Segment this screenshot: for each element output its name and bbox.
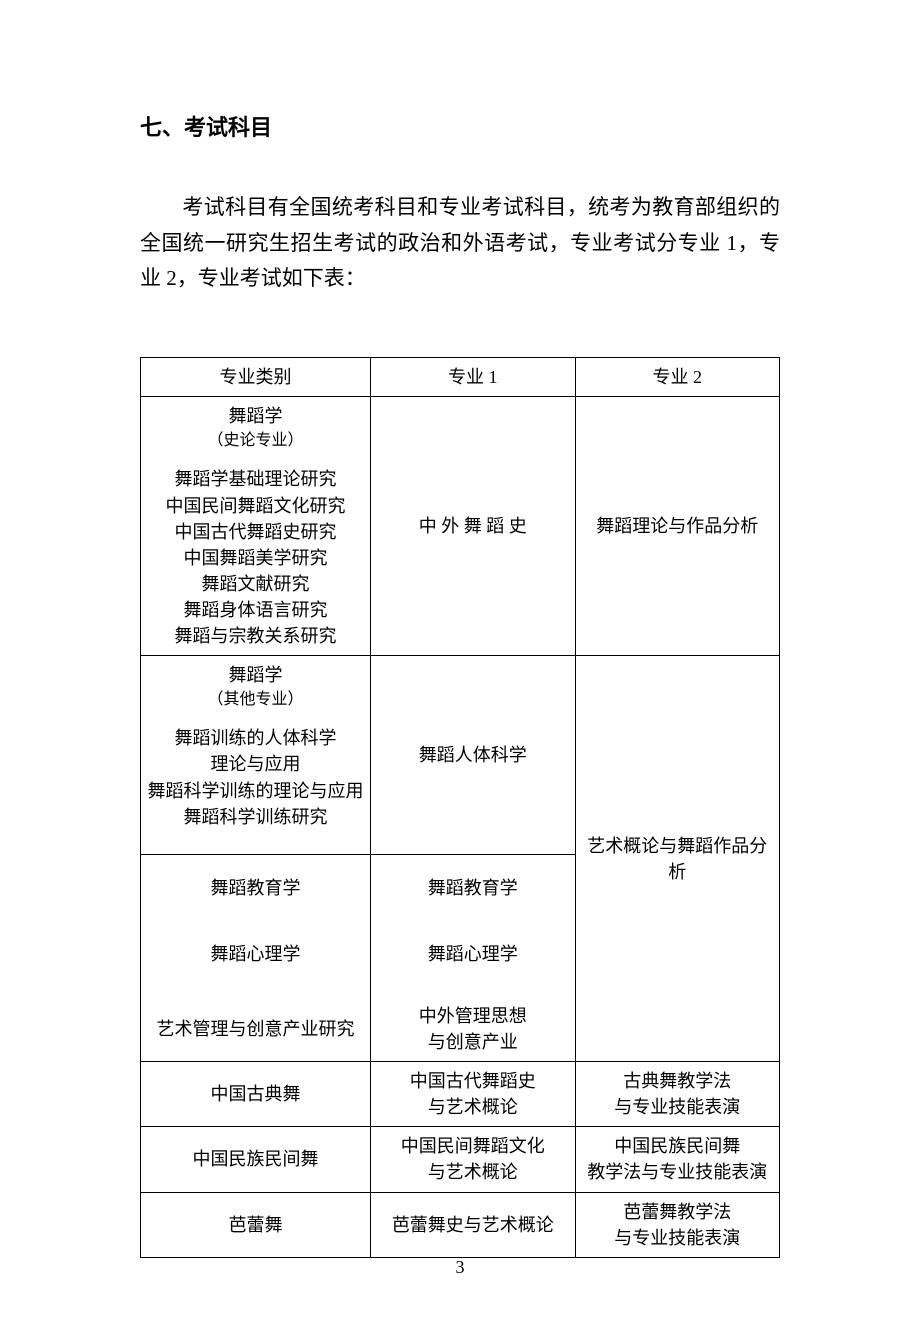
table-header-row: 专业类别 专业 1 专业 2 bbox=[141, 358, 780, 397]
cat-line: 舞蹈科学训练的理论与应用 bbox=[145, 778, 366, 804]
paragraph-text: 考试科目有全国统考科目和专业考试科目，统考为教育部组织的全国统一研究生招生考试的… bbox=[140, 195, 780, 290]
major2-line: 芭蕾舞教学法 bbox=[623, 1202, 731, 1222]
cat-line: 舞蹈训练的人体科学 bbox=[145, 725, 366, 751]
major1-line: 中国古代舞蹈史 bbox=[410, 1071, 536, 1091]
cat-line: 中国古代舞蹈史研究 bbox=[145, 519, 366, 545]
cell-major1: 舞蹈人体科学 bbox=[371, 656, 575, 855]
table-row: 芭蕾舞 芭蕾舞史与艺术概论 芭蕾舞教学法 与专业技能表演 bbox=[141, 1192, 780, 1257]
header-major2: 专业 2 bbox=[575, 358, 780, 397]
header-category: 专业类别 bbox=[141, 358, 371, 397]
page-number: 3 bbox=[0, 1257, 920, 1278]
major1-line: 中外管理思想 bbox=[419, 1006, 527, 1026]
cat-line: 舞蹈文献研究 bbox=[145, 571, 366, 597]
cat-line: 舞蹈身体语言研究 bbox=[145, 597, 366, 623]
major2-line: 与专业技能表演 bbox=[614, 1097, 740, 1117]
table-row: 舞蹈学 （其他专业） 舞蹈训练的人体科学 理论与应用 舞蹈科学训练的理论与应用 … bbox=[141, 656, 780, 855]
intro-paragraph: 考试科目有全国统考科目和专业考试科目，统考为教育部组织的全国统一研究生招生考试的… bbox=[140, 190, 780, 297]
cell-major2: 舞蹈理论与作品分析 bbox=[575, 397, 780, 656]
cell-major1: 中国古代舞蹈史 与艺术概论 bbox=[371, 1062, 575, 1127]
cell-category: 舞蹈学 （史论专业） 舞蹈学基础理论研究 中国民间舞蹈文化研究 中国古代舞蹈史研… bbox=[141, 397, 371, 656]
cell-major2-merged: 艺术概论与舞蹈作品分析 bbox=[575, 656, 780, 1062]
major2-line: 古典舞教学法 bbox=[623, 1071, 731, 1091]
cell-category: 舞蹈学 （其他专业） 舞蹈训练的人体科学 理论与应用 舞蹈科学训练的理论与应用 … bbox=[141, 656, 371, 855]
cell-major1: 舞蹈教育学 bbox=[371, 854, 575, 921]
cell-major2: 中国民族民间舞 教学法与专业技能表演 bbox=[575, 1127, 780, 1192]
major1-line: 中国民间舞蹈文化 bbox=[401, 1136, 545, 1156]
major1-line: 与艺术概论 bbox=[428, 1162, 518, 1182]
cell-major2: 芭蕾舞教学法 与专业技能表演 bbox=[575, 1192, 780, 1257]
cell-category: 艺术管理与创意产业研究 bbox=[141, 997, 371, 1062]
cell-category: 舞蹈教育学 bbox=[141, 854, 371, 921]
cat-line: 舞蹈科学训练研究 bbox=[145, 804, 366, 830]
table-row: 中国民族民间舞 中国民间舞蹈文化 与艺术概论 中国民族民间舞 教学法与专业技能表… bbox=[141, 1127, 780, 1192]
cat-line: 中国舞蹈美学研究 bbox=[145, 545, 366, 571]
major1-line: 与艺术概论 bbox=[428, 1097, 518, 1117]
cell-category: 中国民族民间舞 bbox=[141, 1127, 371, 1192]
table-row: 舞蹈学 （史论专业） 舞蹈学基础理论研究 中国民间舞蹈文化研究 中国古代舞蹈史研… bbox=[141, 397, 780, 656]
cat-title: 舞蹈学 bbox=[145, 403, 366, 429]
major2-line: 教学法与专业技能表演 bbox=[587, 1162, 767, 1182]
cell-category: 舞蹈心理学 bbox=[141, 921, 371, 997]
major1-line: 与创意产业 bbox=[428, 1032, 518, 1052]
cell-category: 中国古典舞 bbox=[141, 1062, 371, 1127]
major2-line: 中国民族民间舞 bbox=[614, 1136, 740, 1156]
cell-major1: 舞蹈心理学 bbox=[371, 921, 575, 997]
cat-line: 理论与应用 bbox=[145, 751, 366, 777]
section-heading: 七、考试科目 bbox=[140, 110, 780, 142]
cell-category: 芭蕾舞 bbox=[141, 1192, 371, 1257]
cat-subtitle: （其他专业） bbox=[145, 688, 366, 711]
table-row: 中国古典舞 中国古代舞蹈史 与艺术概论 古典舞教学法 与专业技能表演 bbox=[141, 1062, 780, 1127]
cat-subtitle: （史论专业） bbox=[145, 429, 366, 452]
header-major1: 专业 1 bbox=[371, 358, 575, 397]
cat-line: 舞蹈与宗教关系研究 bbox=[145, 623, 366, 649]
cell-major1: 中外管理思想 与创意产业 bbox=[371, 997, 575, 1062]
cat-line: 中国民间舞蹈文化研究 bbox=[145, 493, 366, 519]
major2-line: 与专业技能表演 bbox=[614, 1228, 740, 1248]
cat-title: 舞蹈学 bbox=[145, 662, 366, 688]
cell-major1: 中 外 舞 蹈 史 bbox=[371, 397, 575, 656]
cell-major1: 芭蕾舞史与艺术概论 bbox=[371, 1192, 575, 1257]
exam-subject-table: 专业类别 专业 1 专业 2 舞蹈学 （史论专业） 舞蹈学基础理论研究 中国民间… bbox=[140, 357, 780, 1258]
document-page: 七、考试科目 考试科目有全国统考科目和专业考试科目，统考为教育部组织的全国统一研… bbox=[0, 0, 920, 1318]
cell-major1: 中国民间舞蹈文化 与艺术概论 bbox=[371, 1127, 575, 1192]
cell-major2: 古典舞教学法 与专业技能表演 bbox=[575, 1062, 780, 1127]
cat-line: 舞蹈学基础理论研究 bbox=[145, 466, 366, 492]
